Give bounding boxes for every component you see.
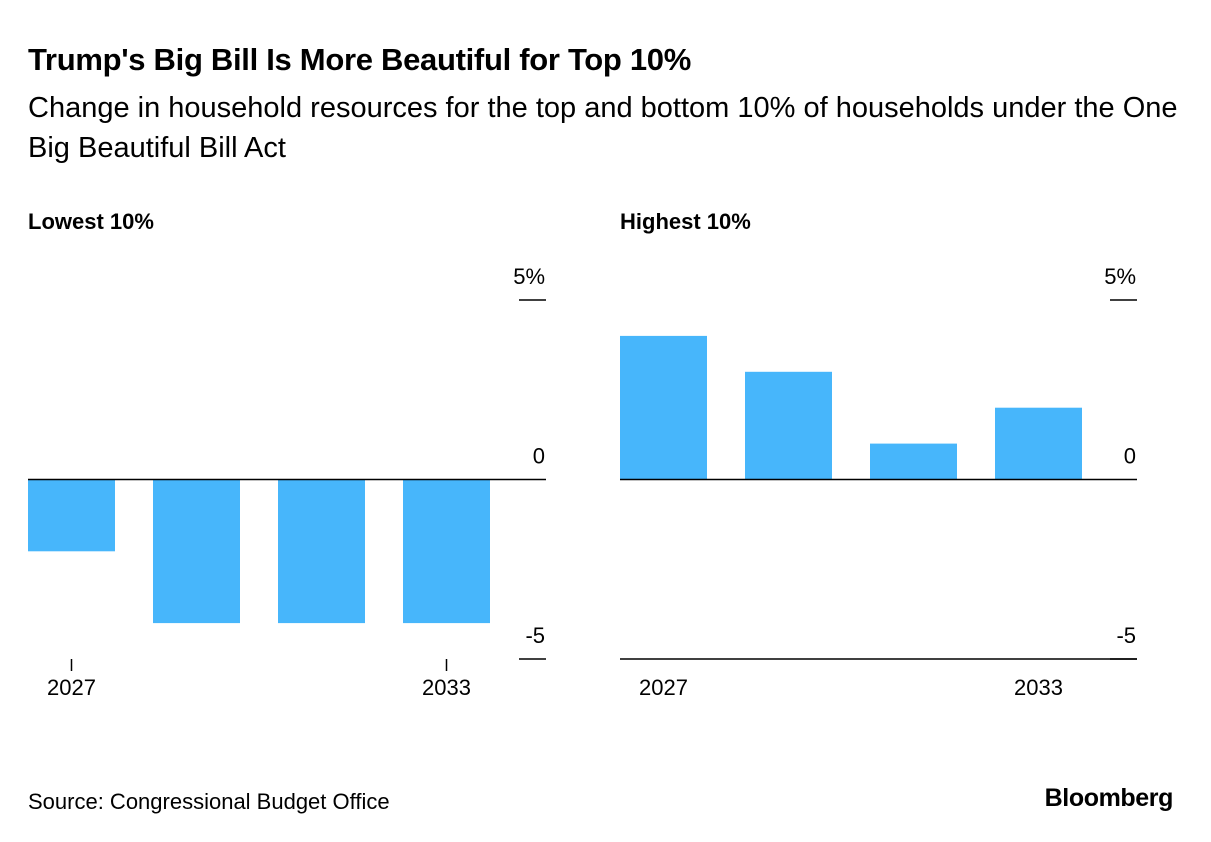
bar-2033 — [403, 479, 490, 624]
panel-highest: Highest 10% 5% 0 -5 2027 2033 — [620, 209, 1137, 700]
panel-lowest: Lowest 10% 5% 0 -5 2027 2033 — [28, 209, 546, 700]
source-note: Source: Congressional Budget Office — [28, 789, 390, 814]
bar-2029 — [153, 479, 240, 624]
y-tick-label: -5 — [1116, 623, 1136, 648]
y-tick-label: -5 — [525, 623, 545, 648]
bar-2033 — [995, 407, 1082, 480]
bar-2031 — [870, 443, 957, 480]
x-tick-label: 2033 — [1014, 675, 1063, 700]
panel-title: Lowest 10% — [28, 209, 154, 234]
bloomberg-logo: Bloomberg — [1044, 784, 1174, 812]
y-tick-label: 0 — [1124, 444, 1136, 469]
x-tick-label: 2027 — [47, 675, 96, 700]
x-tick-label: 2027 — [639, 675, 688, 700]
y-tick-label: 0 — [533, 444, 545, 469]
bar-2027 — [28, 479, 115, 552]
y-tick-label: 5% — [1104, 264, 1136, 289]
x-tick-label: 2033 — [422, 675, 471, 700]
bar-2027 — [620, 335, 707, 480]
chart-title: Trump's Big Bill Is More Beautiful for T… — [28, 42, 692, 77]
panel-title: Highest 10% — [620, 209, 751, 234]
bar-2031 — [278, 479, 365, 624]
bar-2029 — [745, 371, 832, 480]
y-tick-label: 5% — [513, 264, 545, 289]
chart-subtitle: Change in household resources for the to… — [28, 92, 1178, 164]
